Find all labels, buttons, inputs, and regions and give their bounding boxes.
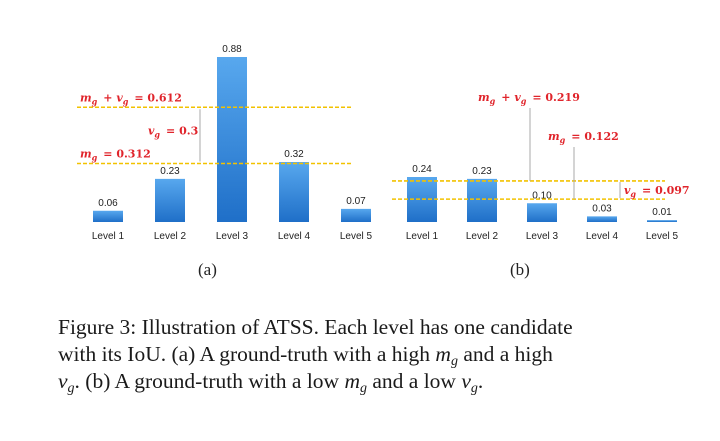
- bar-value-label-5: 0.07: [346, 196, 366, 207]
- caption-line-1: Figure 3: Illustration of ATSS. Each lev…: [58, 315, 573, 339]
- x-tick-label-3: Level 3: [216, 231, 249, 242]
- figure-caption: Figure 3: Illustration of ATSS. Each lev…: [58, 314, 698, 395]
- threshold-label-2: mg = 0.122: [548, 130, 619, 145]
- caption-line-3c: .: [478, 369, 483, 393]
- x-tick-label-2: Level 2: [466, 231, 499, 242]
- x-tick-label-4: Level 4: [278, 231, 311, 242]
- chart-area: 0.06 Level 1 0.23 Level 2 0.88 Level 3 0.32 Lev…: [0, 0, 720, 300]
- bar-5: [647, 220, 677, 222]
- caption-line-2a: with its IoU. (a) A ground-truth with a …: [58, 342, 435, 366]
- x-tick-label-1: Level 1: [92, 231, 125, 242]
- bar-value-label-1: 0.06: [98, 198, 118, 209]
- x-tick-label-2: Level 2: [154, 231, 187, 242]
- bar-3: [217, 57, 247, 222]
- bar-value-label-3: 0.88: [222, 44, 242, 55]
- bar-1: [93, 211, 123, 222]
- caption-math-mg-1: mg: [435, 342, 458, 366]
- bar-value-label-4: 0.03: [592, 203, 612, 214]
- caption-math-vg-2: vg: [461, 369, 478, 393]
- bar-value-label-5: 0.01: [652, 207, 672, 218]
- bar-5: [341, 209, 371, 222]
- x-tick-label-5: Level 5: [646, 231, 679, 242]
- bar-value-label-4: 0.32: [284, 149, 304, 160]
- bar-4: [279, 162, 309, 222]
- x-tick-label-5: Level 5: [340, 231, 373, 242]
- bar-2: [155, 179, 185, 222]
- bar-4: [587, 216, 617, 222]
- bar-value-label-1: 0.24: [412, 164, 432, 175]
- bar-value-label-2: 0.23: [472, 166, 492, 177]
- threshold-label-2: mg = 0.312: [80, 148, 151, 163]
- threshold-label-1: mg + vg = 0.219: [478, 91, 580, 106]
- std-label: vg = 0.097: [624, 184, 690, 199]
- x-tick-label-4: Level 4: [586, 231, 619, 242]
- caption-line-3a: . (b) A ground-truth with a low: [75, 369, 345, 393]
- threshold-label-1: mg + vg = 0.612: [80, 91, 182, 106]
- x-tick-label-1: Level 1: [406, 231, 439, 242]
- subfigure-label-a: (a): [198, 260, 217, 280]
- chart-panel-a: 0.06 Level 1 0.23 Level 2 0.88 Level 3 0.32 Lev…: [77, 44, 373, 242]
- subfigure-label-b: (b): [510, 260, 530, 280]
- bar-3: [527, 203, 557, 222]
- bar-2: [467, 179, 497, 222]
- caption-line-3b: and a low: [367, 369, 461, 393]
- x-tick-label-3: Level 3: [526, 231, 559, 242]
- caption-math-mg-2: mg: [344, 369, 367, 393]
- caption-math-vg-1: vg: [58, 369, 75, 393]
- std-label: vg = 0.3: [148, 124, 198, 139]
- bar-value-label-2: 0.23: [160, 166, 180, 177]
- caption-line-2b: and a high: [458, 342, 553, 366]
